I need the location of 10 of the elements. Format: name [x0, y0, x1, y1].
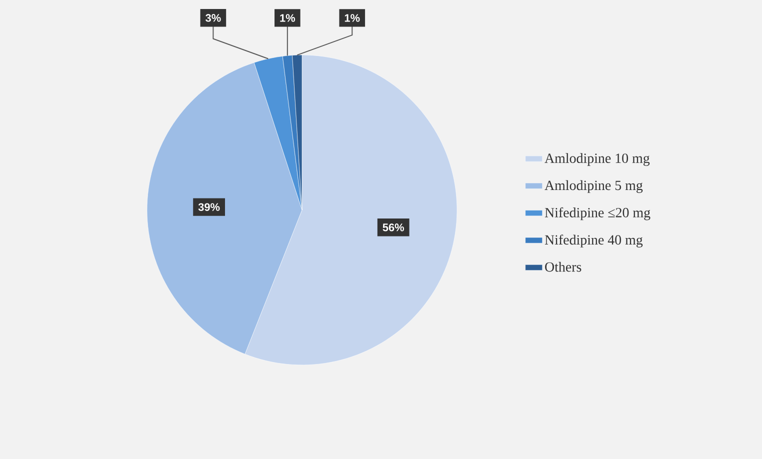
data-label: 56%: [382, 224, 404, 232]
legend-label: Nifedipine ≤20 mg: [544, 207, 650, 220]
legend-label: Amlodipine 10 mg: [544, 153, 650, 166]
data-label: 1%: [344, 14, 360, 22]
data-label: 3%: [206, 14, 221, 22]
data-label: 39%: [198, 203, 220, 211]
legend-label: Nifedipine 40 mg: [544, 234, 643, 248]
legend-label: Amlodipine 5 mg: [544, 180, 643, 193]
data-label: 1%: [280, 14, 296, 22]
legend-label: Others: [545, 262, 582, 272]
